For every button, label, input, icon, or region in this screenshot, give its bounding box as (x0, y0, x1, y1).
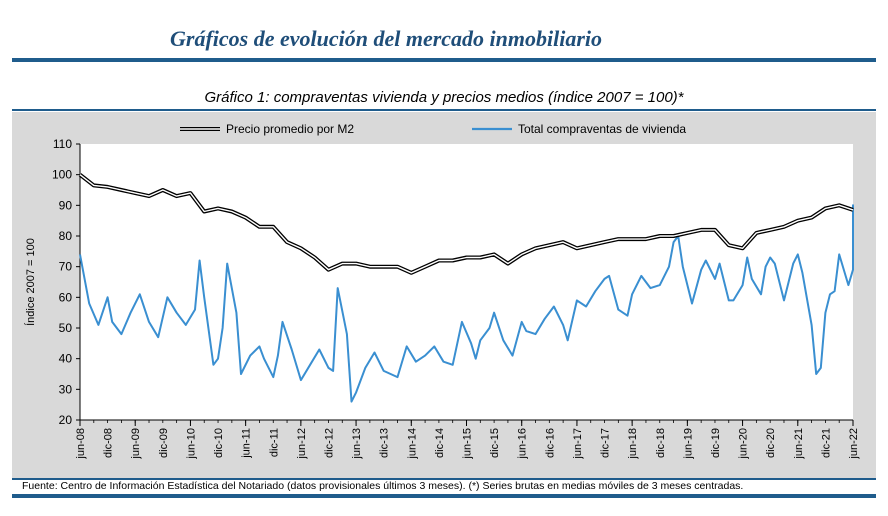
chart-top-rule (12, 109, 876, 111)
x-tick-label: jun-09 (130, 428, 142, 460)
x-tick-label: jun-13 (351, 428, 363, 460)
y-tick-label: 80 (59, 229, 73, 243)
page-header-title: Gráficos de evolución del mercado inmobi… (170, 26, 603, 51)
legend-item-price: Precio promedio por M2 (180, 122, 354, 136)
source-note: Fuente: Centro de Información Estadístic… (22, 480, 744, 492)
x-tick-label: dic-09 (158, 428, 170, 458)
y-tick-label: 110 (53, 137, 72, 151)
x-tick-label: dic-17 (600, 428, 612, 458)
plot-area (80, 144, 853, 420)
x-tick-label: jun-16 (517, 428, 529, 460)
y-tick-label: 20 (59, 413, 73, 427)
x-tick-label: jun-08 (75, 428, 87, 460)
x-tick-label: dic-21 (820, 428, 832, 458)
x-tick-label: dic-14 (434, 428, 446, 458)
y-tick-label: 100 (52, 168, 72, 182)
x-tick-label: jun-18 (627, 428, 639, 460)
x-tick-label: jun-22 (848, 428, 860, 460)
y-tick-label: 90 (59, 198, 73, 212)
y-axis-label: Índice 2007 = 100 (24, 238, 37, 326)
x-axis: jun-08 dic-08 jun-09 dic-09 jun-10 dic-10 jun-… (75, 419, 860, 460)
legend-item-sales: Total compraventas de vivienda (472, 122, 686, 136)
x-tick-label: dic-19 (710, 428, 722, 458)
y-axis: 20 30 40 50 60 70 80 90 100 110 (52, 137, 81, 427)
chart-bottom-rule (12, 478, 876, 480)
chart-title: Gráfico 1: compraventas vivienda y preci… (204, 89, 684, 106)
y-tick-label: 70 (59, 260, 73, 274)
x-tick-label: dic-18 (655, 428, 667, 458)
y-tick-label: 50 (59, 321, 73, 335)
x-tick-label: jun-17 (572, 428, 584, 460)
x-tick-label: jun-15 (462, 428, 474, 460)
x-tick-label: dic-13 (379, 428, 391, 458)
x-tick-label: dic-15 (489, 428, 501, 458)
y-tick-label: 30 (59, 382, 73, 396)
x-tick-label: jun-19 (682, 428, 694, 460)
series-layer (78, 173, 854, 403)
legend-label-sales: Total compraventas de vivienda (518, 122, 686, 136)
x-tick-label: jun-10 (185, 428, 197, 460)
x-tick-label: dic-11 (268, 428, 280, 457)
x-tick-label: jun-21 (793, 428, 805, 460)
y-tick-label: 40 (59, 352, 73, 366)
legend-label-price: Precio promedio por M2 (226, 122, 354, 136)
x-tick-label: dic-08 (103, 428, 115, 458)
legend: Precio promedio por M2 Total compraventa… (180, 122, 686, 136)
x-tick-label: dic-20 (765, 428, 777, 458)
footer-rule (12, 494, 876, 498)
x-tick-label: jun-14 (406, 428, 418, 460)
x-tick-label: jun-12 (296, 428, 308, 460)
header-rule (12, 58, 876, 62)
x-tick-label: dic-12 (323, 428, 335, 458)
x-tick-label: dic-16 (544, 428, 556, 458)
series-line-sales (79, 204, 854, 403)
x-tick-label: dic-10 (213, 428, 225, 458)
y-tick-label: 60 (59, 290, 73, 304)
x-tick-label: jun-11 (241, 428, 253, 459)
series-line-price-inner (79, 174, 854, 274)
x-tick-label: jun-20 (738, 428, 750, 460)
